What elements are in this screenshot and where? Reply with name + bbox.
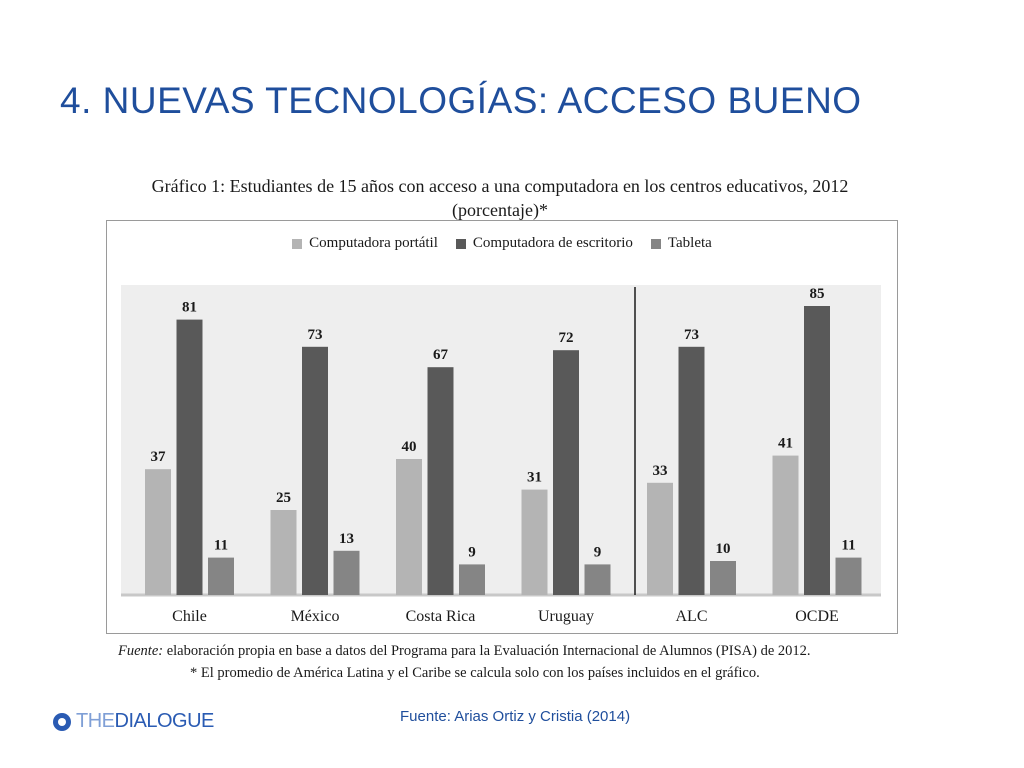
legend-swatch-escritorio bbox=[455, 238, 466, 249]
plot-area bbox=[121, 285, 881, 595]
legend-label-escritorio: Computadora de escritorio bbox=[472, 235, 633, 251]
bar-uruguay-computadora-portatil bbox=[521, 489, 548, 595]
chart-legend: Computadora portátil Computadora de escr… bbox=[107, 235, 897, 252]
chart-title-line2: (porcentaje)* bbox=[452, 200, 548, 220]
data-label-ocde-tableta: 11 bbox=[841, 538, 855, 554]
logo-word-the: THE bbox=[76, 710, 115, 732]
chart-source-note: Fuente: elaboración propia en base a dat… bbox=[118, 640, 908, 662]
bar-costa-rica-computadora-portatil bbox=[396, 459, 422, 595]
chart-footnote: * El promedio de América Latina y el Car… bbox=[190, 665, 760, 681]
data-label-chile-computadora-de-escritorio: 81 bbox=[182, 300, 197, 316]
data-label-mexico-tableta: 13 bbox=[339, 531, 354, 547]
legend-item-portatil: Computadora portátil bbox=[292, 235, 438, 252]
data-label-alc-computadora-de-escritorio: 73 bbox=[684, 327, 699, 343]
chart-source-label: Fuente: bbox=[118, 643, 164, 659]
x-tick-uruguay: Uruguay bbox=[538, 608, 594, 625]
legend-label-tableta: Tableta bbox=[667, 235, 712, 251]
logo-icon bbox=[53, 712, 71, 731]
the-dialogue-logo: THEDIALOGUE bbox=[52, 710, 214, 733]
data-label-chile-computadora-portatil: 37 bbox=[151, 449, 167, 465]
chart-title: Gráfico 1: Estudiantes de 15 años con ac… bbox=[110, 174, 890, 222]
data-label-mexico-computadora-portatil: 25 bbox=[276, 490, 291, 506]
bar-costa-rica-computadora-de-escritorio bbox=[427, 367, 454, 595]
bar-alc-computadora-de-escritorio bbox=[678, 346, 705, 595]
data-label-mexico-computadora-de-escritorio: 73 bbox=[308, 327, 323, 343]
legend-item-escritorio: Computadora de escritorio bbox=[455, 235, 633, 252]
bar-mexico-tableta bbox=[333, 550, 360, 595]
bar-chile-computadora-de-escritorio bbox=[176, 319, 203, 595]
bar-mexico-computadora-de-escritorio bbox=[302, 346, 328, 595]
legend-swatch-tableta bbox=[650, 238, 661, 249]
x-tick-chile: Chile bbox=[172, 608, 207, 625]
logo-wordmark: THEDIALOGUE bbox=[76, 710, 214, 733]
slide-source: Fuente: Arias Ortiz y Cristia (2014) bbox=[400, 708, 631, 725]
data-label-ocde-computadora-de-escritorio: 85 bbox=[810, 286, 825, 302]
bar-ocde-computadora-de-escritorio bbox=[804, 306, 830, 595]
bar-mexico-computadora-portatil bbox=[270, 510, 297, 595]
logo-word-dialogue: DIALOGUE bbox=[114, 710, 215, 732]
chart-source-text: elaboración propia en base a datos del P… bbox=[163, 643, 811, 659]
x-tick-alc: ALC bbox=[676, 608, 708, 625]
data-label-uruguay-computadora-de-escritorio: 72 bbox=[559, 330, 574, 346]
bar-ocde-tableta bbox=[835, 557, 862, 595]
chart-notes: Fuente: elaboración propia en base a dat… bbox=[118, 640, 908, 684]
chart-frame: 37 81 11 Chile 25 73 13 México 40 67 9 Costa Rica 31… bbox=[106, 220, 898, 634]
data-label-uruguay-tableta: 9 bbox=[594, 544, 602, 560]
slide-title: 4. NUEVAS TECNOLOGÍAS: ACCESO BUENO bbox=[60, 80, 862, 121]
data-label-alc-tableta: 10 bbox=[716, 541, 731, 557]
legend-label-portatil: Computadora portátil bbox=[309, 235, 438, 251]
bar-alc-computadora-portatil bbox=[647, 482, 673, 595]
x-tick-costa-rica: Costa Rica bbox=[406, 608, 476, 625]
data-label-costa-rica-computadora-de-escritorio: 67 bbox=[433, 347, 449, 363]
bar-uruguay-computadora-de-escritorio bbox=[553, 350, 579, 595]
x-tick-ocde: OCDE bbox=[795, 608, 839, 625]
data-label-alc-computadora-portatil: 33 bbox=[653, 463, 668, 479]
bar-alc-tableta bbox=[710, 561, 736, 595]
bar-chart: 37 81 11 Chile 25 73 13 México 40 67 9 Costa Rica 31… bbox=[121, 285, 881, 625]
bar-ocde-computadora-portatil bbox=[772, 455, 799, 595]
data-label-chile-tableta: 11 bbox=[214, 538, 228, 554]
bar-chile-tableta bbox=[208, 557, 234, 595]
x-tick-mexico: México bbox=[291, 608, 340, 625]
bar-costa-rica-tableta bbox=[459, 564, 485, 595]
bar-chile-computadora-portatil bbox=[145, 469, 171, 595]
legend-swatch-portatil bbox=[292, 238, 303, 249]
data-label-uruguay-computadora-portatil: 31 bbox=[527, 470, 542, 486]
chart-title-line1: Gráfico 1: Estudiantes de 15 años con ac… bbox=[151, 176, 849, 196]
legend-item-tableta: Tableta bbox=[650, 235, 712, 252]
data-label-costa-rica-computadora-portatil: 40 bbox=[402, 439, 417, 455]
data-label-costa-rica-tableta: 9 bbox=[468, 544, 476, 560]
data-label-ocde-computadora-portatil: 41 bbox=[778, 436, 793, 452]
bar-uruguay-tableta bbox=[584, 564, 611, 595]
